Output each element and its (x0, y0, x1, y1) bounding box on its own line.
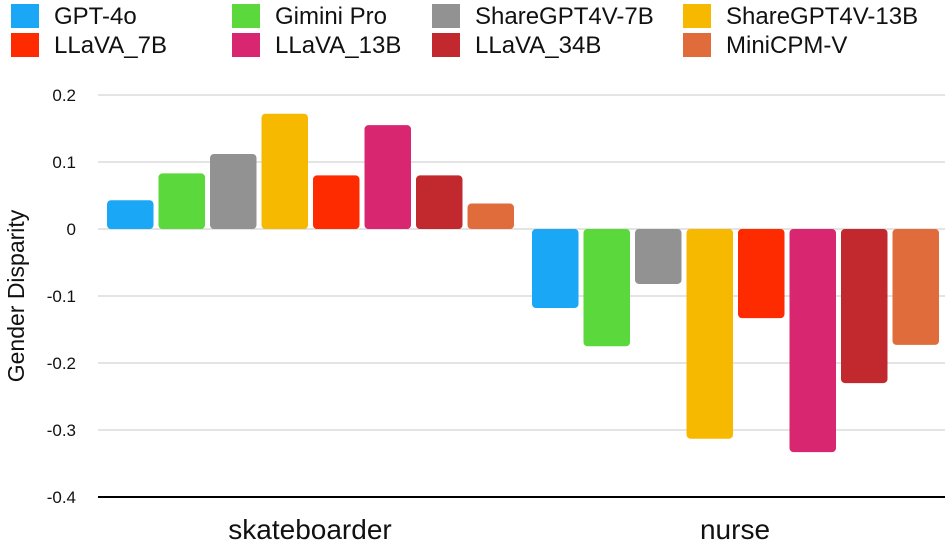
legend-item-gpt-4o: GPT-4o (11, 3, 137, 30)
legend-label: ShareGPT4V-7B (475, 3, 654, 30)
bars (107, 113, 939, 453)
legend-item-sharegpt4v-7b: ShareGPT4V-7B (432, 3, 654, 30)
legend-label: GPT-4o (54, 3, 137, 30)
bar-llava-7b-skateboarder (313, 175, 360, 229)
bar-minicpm-v-nurse (892, 229, 939, 345)
legend-label: MiniCPM-V (726, 32, 847, 59)
y-tick-label: -0.3 (47, 421, 76, 440)
bar-gimini-pro-nurse (583, 229, 630, 347)
legend-swatch (232, 4, 260, 28)
y-axis-title: Gender Disparity (3, 209, 29, 382)
legend-item-sharegpt4v-13b: ShareGPT4V-13B (683, 3, 918, 30)
legend-item-minicpm-v: MiniCPM-V (683, 32, 847, 59)
legend-item-llava-13b: LLaVA_13B (232, 32, 401, 59)
bar-llava-7b-nurse (738, 229, 785, 319)
bar-gpt-4o-skateboarder (107, 200, 154, 229)
legend-label: LLaVA_34B (475, 32, 601, 59)
y-axis-ticks: 0.2 0.1 0 -0.1 -0.2 -0.3 -0.4 (47, 86, 76, 507)
bar-llava-34b-nurse (841, 229, 888, 384)
legend-label: Gimini Pro (275, 3, 387, 30)
y-tick-label: -0.2 (47, 354, 76, 373)
bar-llava-13b-nurse (789, 229, 836, 453)
legend-swatch (683, 4, 711, 28)
legend-swatch (432, 33, 460, 57)
legend-item-llava-7b: LLaVA_7B (11, 32, 167, 59)
x-axis-categories: skateboarder nurse (228, 514, 770, 545)
legend-swatch (11, 4, 39, 28)
legend-swatch (11, 33, 39, 57)
legend-swatch (232, 33, 260, 57)
category-label-nurse: nurse (700, 514, 770, 545)
bar-llava-13b-skateboarder (364, 125, 411, 229)
legend-label: LLaVA_7B (54, 32, 167, 59)
legend-item-llava-34b: LLaVA_34B (432, 32, 601, 59)
legend-swatch (432, 4, 460, 28)
category-label-skateboarder: skateboarder (228, 514, 391, 545)
legend-item-gimini-pro: Gimini Pro (232, 3, 387, 30)
bar-sharegpt4v-7b-skateboarder (210, 153, 257, 229)
legend-label: LLaVA_13B (275, 32, 401, 59)
y-tick-label: 0.1 (52, 153, 76, 172)
y-tick-label: 0 (67, 220, 76, 239)
legend-label: ShareGPT4V-13B (726, 3, 918, 30)
bar-sharegpt4v-7b-nurse (635, 229, 682, 284)
legend: GPT-4o Gimini Pro ShareGPT4V-7B ShareGPT4V-… (11, 3, 918, 59)
bar-llava-34b-skateboarder (416, 175, 463, 229)
bar-minicpm-v-skateboarder (467, 203, 514, 229)
bar-sharegpt4v-13b-skateboarder (261, 113, 308, 229)
y-tick-label: -0.1 (47, 287, 76, 306)
y-tick-label: -0.4 (47, 488, 76, 507)
bar-gimini-pro-skateboarder (158, 173, 205, 229)
bar-sharegpt4v-13b-nurse (686, 229, 733, 439)
y-tick-label: 0.2 (52, 86, 76, 105)
legend-swatch (683, 33, 711, 57)
bar-gpt-4o-nurse (532, 229, 579, 309)
